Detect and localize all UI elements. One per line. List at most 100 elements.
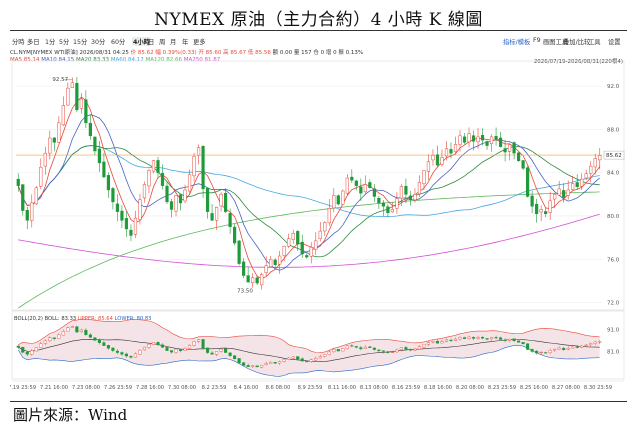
low-annotation: 73.50 [237, 288, 253, 294]
boll-candle-body [368, 346, 372, 348]
boll-band-fill [18, 319, 600, 377]
candle-body [48, 137, 52, 154]
boll-candle-body [467, 336, 471, 339]
bottom-rule [10, 401, 627, 402]
boll-candle-body [404, 347, 408, 350]
x-tick-label: 8.6 08:00 [266, 385, 291, 391]
boll-panel-border [11, 310, 625, 380]
boll-candle-body [260, 364, 264, 368]
kline-chart[interactable]: 92.0 88.0 84.0 80.0 76.0 72.0 85.62 92.57 73.50 9… [10, 33, 627, 399]
info-time: 2026/08/31 04:25 [79, 50, 131, 56]
candle-body [368, 182, 372, 189]
candle-body [192, 156, 196, 177]
boll-candle-body [52, 337, 56, 339]
boll-candle-body [589, 343, 593, 346]
period-tab-10[interactable]: 月 [170, 39, 177, 46]
period-tab-7[interactable]: 4小時 [132, 37, 151, 46]
period-tab-3[interactable]: 5分 [59, 39, 70, 46]
boll-candle-body [566, 348, 570, 350]
candle-body [449, 149, 453, 154]
boll-candle-body [490, 337, 494, 340]
price-tick-label: 76.0 [607, 257, 620, 263]
boll-candle-body [57, 334, 61, 339]
candle-body [417, 182, 422, 195]
candle-body [553, 194, 557, 200]
toolbar-right-5[interactable]: 设置 [608, 39, 621, 46]
boll-candle-body [386, 351, 390, 353]
boll-candle-body [251, 365, 255, 368]
boll-candle-body [206, 347, 210, 353]
x-tick-label: 7.21 16:00 [40, 385, 68, 391]
candle-body [30, 202, 34, 221]
boll-candle-body [309, 359, 313, 362]
candle-body [584, 173, 588, 179]
candle-body [84, 99, 88, 124]
candle-body [309, 247, 313, 257]
boll-candle-body [372, 347, 376, 350]
boll-candle-body [399, 347, 403, 351]
period-tab-11[interactable]: 年 [182, 39, 189, 46]
period-tab-8[interactable]: 日 [148, 39, 155, 46]
boll-candle-body [174, 349, 178, 353]
toolbar-right-2[interactable]: 画图工具 [543, 39, 569, 46]
candle-body [52, 137, 56, 143]
candle-body [507, 144, 512, 152]
info-change: 幅 0.39%(0.33) [155, 50, 199, 56]
period-tab-2[interactable]: 1分 [45, 39, 56, 46]
boll-candle-body [413, 348, 417, 351]
boll-candle-body [435, 340, 440, 344]
candle-body [413, 194, 417, 201]
boll-candle-body [21, 346, 25, 353]
toolbar-right-0[interactable]: 指标/模板 [503, 39, 531, 46]
period-tab-0[interactable]: 分時 [12, 39, 25, 46]
toolbar-right-3[interactable]: 叠加/比较 [563, 39, 591, 46]
period-tab-6[interactable]: 60分 [111, 39, 126, 46]
candle-body [187, 174, 192, 192]
period-tab-12[interactable]: 更多 [193, 39, 206, 46]
ma-legend-ma120: MA120 82.66 [145, 57, 184, 63]
candle-body [156, 160, 160, 173]
candle-body [219, 194, 223, 207]
candle-body [282, 246, 286, 256]
boll-tick-label: 81.0 [607, 349, 620, 355]
candle-body [291, 233, 295, 240]
candle-body [408, 195, 413, 200]
candle-body [404, 185, 408, 195]
boll-candle-body [242, 362, 246, 366]
boll-candle-body [269, 361, 273, 364]
candle-body [336, 195, 340, 205]
candle-body [498, 137, 503, 147]
candle-body [521, 160, 525, 169]
boll-candle-body [129, 356, 133, 358]
boll-candle-body [363, 346, 367, 349]
period-tab-4[interactable]: 15分 [73, 39, 88, 46]
candle-body [566, 189, 570, 196]
boll-candle-body [133, 353, 138, 358]
candle-body [557, 188, 561, 196]
boll-candle-body [278, 361, 282, 364]
boll-candle-body [521, 342, 525, 345]
info-high: 高 85.67 [223, 50, 248, 56]
boll-candle-body [287, 357, 291, 360]
boll-candle-body [535, 350, 539, 354]
candle-body [70, 82, 74, 88]
candle-body [512, 142, 516, 154]
boll-candle-body [314, 358, 318, 361]
boll-candle-body [499, 337, 503, 340]
period-tab-5[interactable]: 30分 [91, 39, 106, 46]
candle-body [174, 195, 178, 212]
x-tick-label: 8.25 16:00 [520, 385, 548, 391]
toolbar-right-4[interactable]: 工具 [588, 39, 601, 46]
period-tab-9[interactable]: 周 [159, 39, 166, 46]
candle-body [575, 182, 579, 187]
toolbar-right-1[interactable]: F9 [533, 37, 541, 44]
period-tab-1[interactable]: 多日 [27, 39, 40, 46]
boll-legend: BOLL(20,2) BOLL: 83.33 UPPER: 85.64 LOWE… [14, 316, 151, 322]
boll-candle-body [25, 352, 29, 355]
boll-candle-body [593, 341, 597, 344]
candle-body [494, 135, 498, 140]
candle-body [580, 178, 584, 187]
x-tick-label: 8.4 16:00 [234, 385, 259, 391]
current-price-tag [603, 150, 625, 160]
boll-candle-body [255, 365, 259, 368]
